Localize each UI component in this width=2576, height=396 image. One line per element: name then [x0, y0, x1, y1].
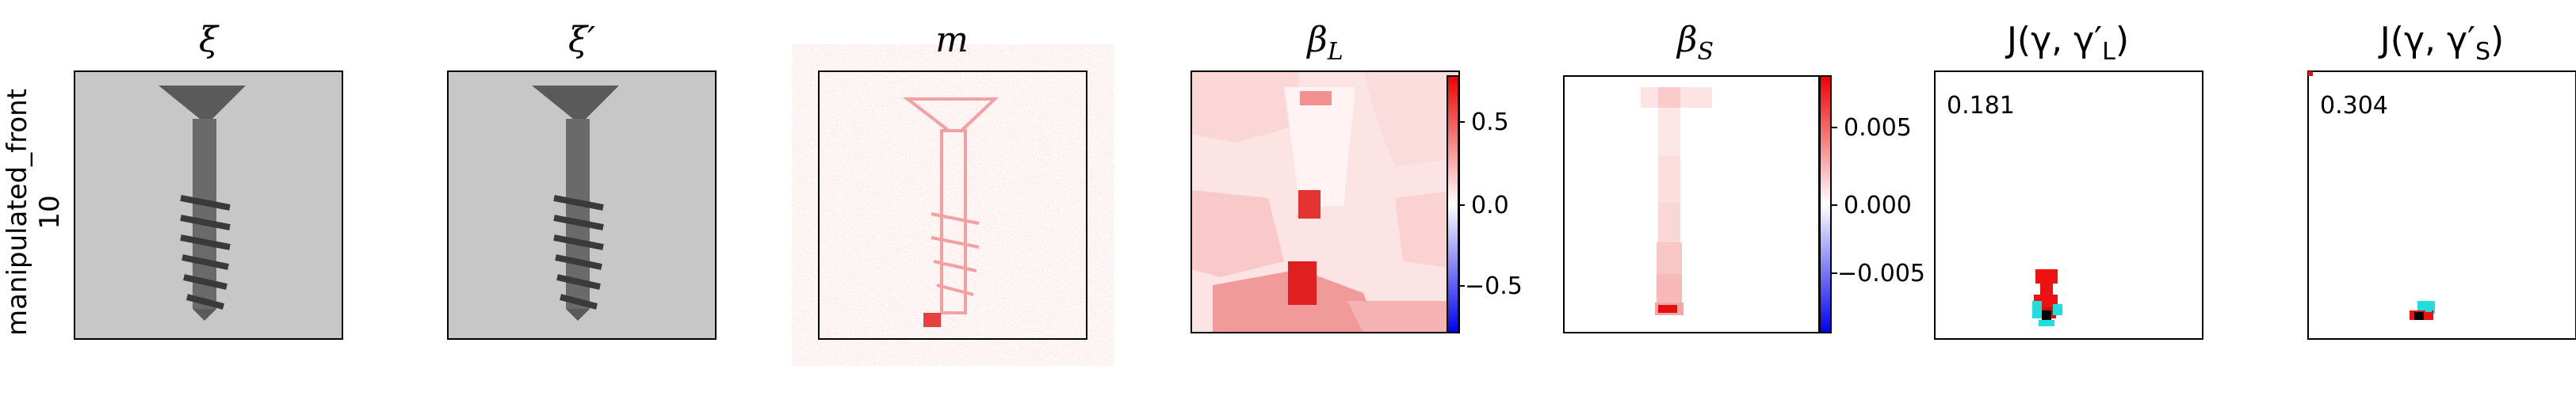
screw-outline-m	[903, 97, 999, 314]
panel-j-s: J(γ, γ′S) 0.304	[2307, 20, 2576, 340]
annotation-j-s: 0.304	[2320, 92, 2388, 120]
image-m-noise	[819, 71, 1087, 339]
beta-s-map	[1564, 76, 1819, 333]
screw-image-xi	[159, 86, 246, 321]
beta-s-blocks	[1641, 87, 1712, 315]
row-label-line2: 10	[34, 195, 66, 229]
colorbar-beta-s-tick-3: −0.005	[1837, 260, 1925, 287]
row-label: manipulated_front 10	[2, 89, 66, 336]
colorbar-beta-s-tick-2: 0.000	[1844, 192, 1912, 219]
colorbar-beta-s-tick-1: 0.005	[1844, 114, 1912, 142]
panel-title-xi-prime: ξ′	[568, 20, 595, 60]
panel-beta-l: βL 0.5 0.0 −0.5	[1191, 20, 1523, 333]
panel-j-l: J(γ, γ′L) 0.181	[1934, 20, 2203, 340]
panel-xi: ξ	[74, 20, 343, 340]
colorbar-beta-l-tick-3: −0.5	[1465, 272, 1523, 300]
beta-l-segments	[1191, 71, 1459, 333]
colorbar-beta-l-tick-2: 0.0	[1471, 192, 1509, 219]
panel-title-beta-l: βL	[1305, 20, 1343, 66]
colorbar-beta-s: 0.005 0.000 −0.005	[1819, 75, 1925, 333]
axes-frame-j-s	[2307, 70, 2576, 340]
panel-title-beta-s: βS	[1676, 20, 1714, 66]
axes-frame-xi	[74, 70, 343, 340]
j-s-cluster	[2410, 301, 2435, 320]
axes-frame-j-l	[1934, 70, 2203, 340]
colorbar-beta-l: 0.5 0.0 −0.5	[1447, 75, 1523, 333]
panel-beta-s: βS 0.005 0.000 −0.005	[1563, 20, 1925, 333]
axes-frame-xi-prime	[447, 70, 717, 340]
row-label-line1: manipulated_front	[2, 89, 33, 336]
panel-xi-prime: ξ′	[447, 20, 717, 340]
m-hotspot	[923, 313, 941, 327]
screw-image-xi-prime	[532, 86, 619, 321]
panel-title-j-l: J(γ, γ′L)	[2005, 20, 2129, 66]
panel-title-m: m	[935, 20, 969, 60]
panel-m: m	[818, 20, 1087, 340]
j-l-cluster	[2032, 269, 2062, 326]
panel-title-j-s: J(γ, γ′S)	[2378, 20, 2504, 66]
panel-title-xi: ξ	[199, 20, 220, 60]
j-s-corner-mark	[2308, 71, 2313, 76]
annotation-j-l: 0.181	[1947, 92, 2015, 120]
colorbar-beta-l-tick-1: 0.5	[1471, 109, 1509, 136]
axes-frame-m	[818, 70, 1087, 340]
